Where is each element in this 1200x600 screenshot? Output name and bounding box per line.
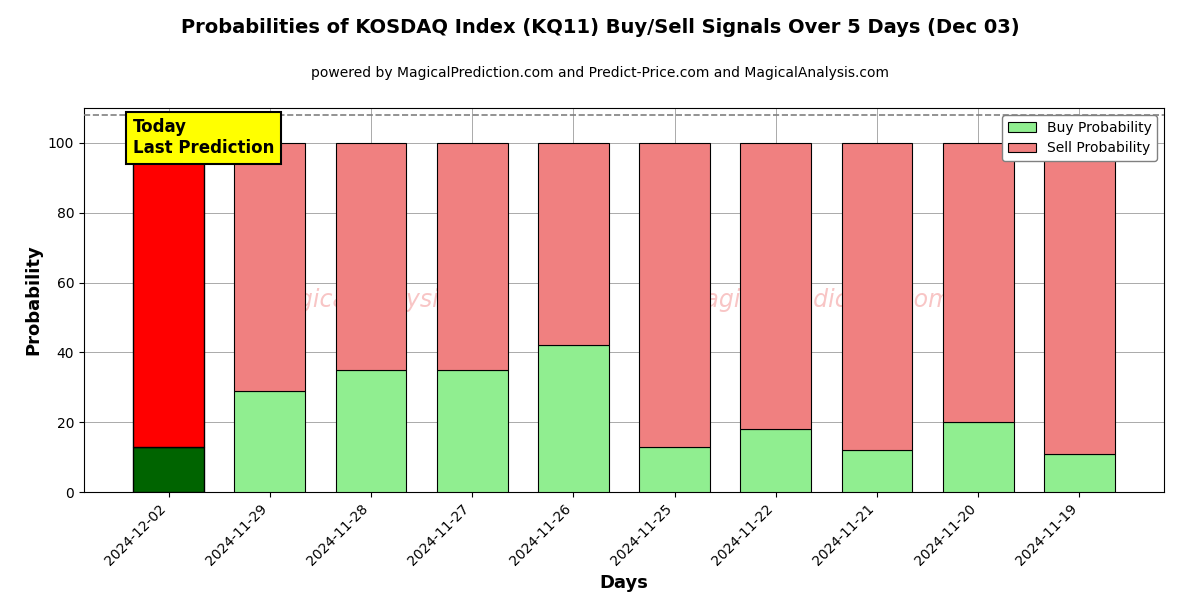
- Bar: [437, 143, 508, 370]
- Bar: [1044, 454, 1115, 492]
- Bar: [943, 143, 1014, 422]
- Bar: [133, 143, 204, 446]
- Bar: [841, 143, 912, 450]
- Bar: [640, 446, 710, 492]
- Bar: [640, 143, 710, 446]
- Bar: [1044, 143, 1115, 454]
- Legend: Buy Probability, Sell Probability: Buy Probability, Sell Probability: [1002, 115, 1157, 161]
- Bar: [234, 143, 305, 391]
- Bar: [740, 143, 811, 429]
- Text: MagicalAnalysis.com: MagicalAnalysis.com: [264, 288, 510, 312]
- Bar: [133, 446, 204, 492]
- Bar: [740, 429, 811, 492]
- Bar: [538, 346, 608, 492]
- Text: Probabilities of KOSDAQ Index (KQ11) Buy/Sell Signals Over 5 Days (Dec 03): Probabilities of KOSDAQ Index (KQ11) Buy…: [181, 18, 1019, 37]
- Text: Today
Last Prediction: Today Last Prediction: [133, 118, 275, 157]
- Bar: [538, 143, 608, 346]
- Bar: [234, 391, 305, 492]
- X-axis label: Days: Days: [600, 574, 648, 592]
- Bar: [336, 143, 407, 370]
- Y-axis label: Probability: Probability: [24, 245, 42, 355]
- Bar: [943, 422, 1014, 492]
- Text: powered by MagicalPrediction.com and Predict-Price.com and MagicalAnalysis.com: powered by MagicalPrediction.com and Pre…: [311, 66, 889, 80]
- Bar: [437, 370, 508, 492]
- Text: MagicalPrediction.com: MagicalPrediction.com: [685, 288, 952, 312]
- Bar: [841, 450, 912, 492]
- Bar: [336, 370, 407, 492]
